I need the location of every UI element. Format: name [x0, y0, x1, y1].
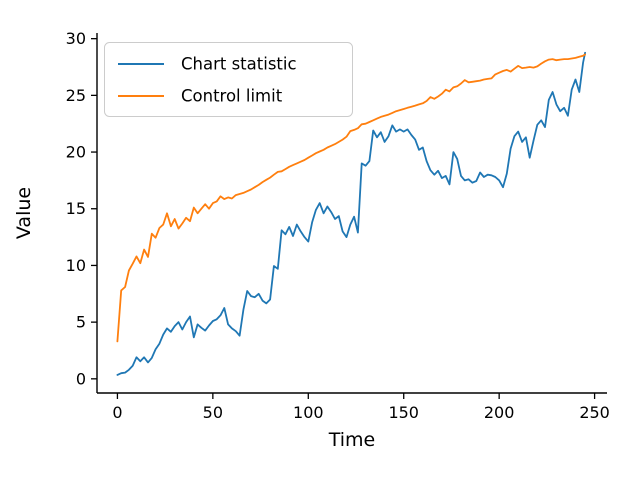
series-line-chart-statistic	[116, 51, 586, 376]
y-tick-label-10: 10	[66, 256, 86, 275]
y-tick-label-15: 15	[66, 199, 86, 218]
y-tick-label-0: 0	[76, 369, 86, 388]
x-tick-label-50: 50	[203, 403, 223, 422]
legend-label-control-limit: Control limit	[181, 87, 283, 106]
x-tick-label-0: 0	[112, 403, 122, 422]
y-tick-label-20: 20	[66, 143, 86, 162]
series-line-control-limit	[116, 53, 586, 343]
x-tick-label-200: 200	[484, 403, 515, 422]
y-tick-label-30: 30	[66, 29, 86, 48]
legend: Chart statistic Control limit	[104, 42, 353, 117]
y-tick-label-25: 25	[66, 86, 86, 105]
legend-box	[104, 42, 353, 117]
x-tick-label-150: 150	[388, 403, 419, 422]
plot-area: 0 50 100 150 200 250 0 5 10 15 20 25 30	[66, 29, 610, 422]
x-axis-label: Time	[328, 429, 376, 451]
y-tick-label-5: 5	[76, 313, 86, 332]
x-tick-label-100: 100	[293, 403, 324, 422]
y-axis-label: Value	[13, 187, 35, 239]
legend-label-chart-statistic: Chart statistic	[181, 55, 297, 74]
x-tick-label-250: 250	[579, 403, 610, 422]
